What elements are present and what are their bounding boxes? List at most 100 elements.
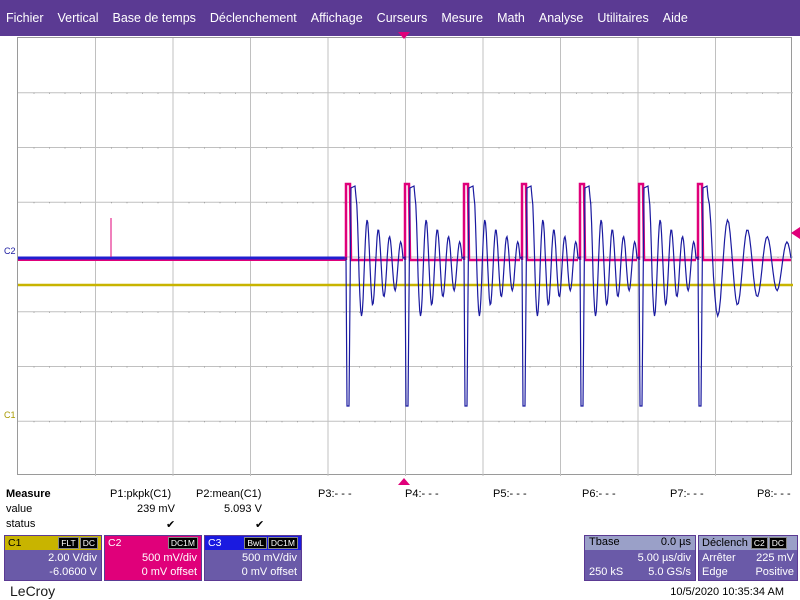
grid-dot bbox=[219, 421, 221, 423]
param-p7-name[interactable]: P7:- - - bbox=[670, 488, 704, 500]
grid-dot bbox=[700, 311, 701, 313]
menu-item-10[interactable]: Aide bbox=[662, 11, 688, 25]
grid-dot bbox=[545, 311, 546, 313]
grid-dot bbox=[188, 421, 190, 423]
grid-dot bbox=[684, 421, 686, 423]
channel-c1-box[interactable]: C1 FLT DC 2.00 V/div -6.0600 V bbox=[4, 535, 102, 581]
grid-dot bbox=[281, 421, 283, 423]
grid-dot bbox=[297, 311, 298, 313]
menu-item-2[interactable]: Base de temps bbox=[112, 11, 196, 25]
menu-item-3[interactable]: Déclenchement bbox=[209, 11, 297, 25]
grid-dot bbox=[452, 147, 453, 149]
grid-dot bbox=[49, 147, 50, 149]
param-p5-name[interactable]: P5:- - - bbox=[493, 488, 527, 500]
timebase-box[interactable]: Tbase 0.0 µs 5.00 µs/div 250 kS 5.0 GS/s bbox=[584, 535, 696, 581]
grid-dot bbox=[343, 421, 345, 423]
trigger-box[interactable]: Déclench C2 DC Arrêter 225 mV Edge Positi… bbox=[698, 535, 798, 581]
grid-dot bbox=[436, 311, 438, 313]
grid-dot bbox=[669, 202, 670, 204]
grid-dot bbox=[219, 311, 221, 313]
menu-item-4[interactable]: Affichage bbox=[310, 11, 363, 25]
grid-dot bbox=[111, 421, 112, 423]
grid-dot bbox=[607, 366, 608, 368]
param-p6-name[interactable]: P6:- - - bbox=[582, 488, 616, 500]
grid-dot bbox=[669, 147, 670, 149]
grid-dot bbox=[33, 366, 35, 368]
grid-dot bbox=[64, 147, 66, 149]
grid-dot bbox=[762, 257, 763, 258]
channel-c2-offset: 0 mV offset bbox=[141, 566, 197, 578]
grid-dot bbox=[762, 92, 763, 94]
grid-dot bbox=[312, 311, 314, 313]
lecroy-logo: LeCroy bbox=[10, 583, 56, 599]
grid-dot bbox=[529, 147, 531, 149]
param-p2-name[interactable]: P2:mean(C1) bbox=[196, 488, 262, 500]
grid-dot bbox=[762, 366, 763, 368]
grid-dot bbox=[421, 366, 422, 368]
grid-dot bbox=[80, 366, 81, 368]
grid-dot bbox=[204, 421, 205, 423]
grid-dot bbox=[731, 421, 732, 423]
grid-dot bbox=[64, 421, 66, 423]
trigger-level-marker[interactable] bbox=[791, 227, 800, 239]
param-p4-name[interactable]: P4:- - - bbox=[405, 488, 439, 500]
grid-dot bbox=[390, 421, 391, 423]
param-p3-name[interactable]: P3:- - - bbox=[318, 488, 352, 500]
c2-ground-marker[interactable]: C2 bbox=[4, 246, 16, 256]
grid-dot bbox=[576, 147, 577, 149]
grid-dot bbox=[64, 311, 66, 313]
channel-c3-offset: 0 mV offset bbox=[241, 566, 297, 578]
channel-c2-scale: 500 mV/div bbox=[141, 552, 197, 564]
channel-c1-badge-dc: DC bbox=[79, 537, 98, 549]
c1-ground-marker[interactable]: C1 bbox=[4, 410, 16, 420]
grid-dot bbox=[700, 421, 701, 423]
param-p1-name[interactable]: P1:pkpk(C1) bbox=[110, 488, 172, 500]
menu-item-8[interactable]: Analyse bbox=[538, 11, 584, 25]
menu-item-7[interactable]: Math bbox=[497, 11, 525, 25]
grid-dot bbox=[746, 147, 748, 149]
grid-dot bbox=[157, 147, 159, 149]
trace-c3 bbox=[345, 185, 792, 407]
menu-item-6[interactable]: Mesure bbox=[441, 11, 484, 25]
channel-c3-box[interactable]: C3 BwL DC1M 500 mV/div 0 mV offset bbox=[204, 535, 302, 581]
grid-dot bbox=[204, 92, 205, 94]
grid-dot bbox=[514, 92, 515, 94]
grid-dot bbox=[498, 311, 500, 313]
grid-dot bbox=[746, 311, 748, 313]
param-p2-status: ✔ bbox=[255, 519, 265, 531]
trigger-mode: Arrêter bbox=[702, 552, 736, 564]
grid-dot bbox=[545, 92, 546, 94]
grid-dot bbox=[452, 366, 453, 368]
timebase-delay: 0.0 µs bbox=[660, 536, 691, 548]
trigger-position-top-marker[interactable] bbox=[398, 32, 410, 40]
param-p8-name[interactable]: P8:- - - bbox=[757, 488, 791, 500]
menu-item-0[interactable]: Fichier bbox=[6, 11, 44, 25]
menu-item-9[interactable]: Utilitaires bbox=[597, 11, 649, 25]
grid-dot bbox=[529, 421, 531, 423]
menu-item-1[interactable]: Vertical bbox=[57, 11, 99, 25]
grid-dot bbox=[591, 202, 593, 204]
grid-dot bbox=[777, 257, 779, 258]
grid-dot bbox=[281, 366, 283, 368]
grid-dot bbox=[64, 366, 66, 368]
grid-dot bbox=[700, 92, 701, 94]
grid-dot bbox=[359, 421, 360, 423]
grid-dot bbox=[281, 92, 283, 94]
grid-dot bbox=[545, 421, 546, 423]
grid-dot bbox=[700, 147, 701, 149]
menu-item-5[interactable]: Curseurs bbox=[376, 11, 428, 25]
grid-dot bbox=[188, 92, 190, 94]
channel-c2-box[interactable]: C2 DC1M 500 mV/div 0 mV offset bbox=[104, 535, 202, 581]
grid-dot bbox=[142, 92, 143, 94]
trigger-position-bottom-marker[interactable] bbox=[398, 477, 410, 485]
grid-dot bbox=[777, 202, 779, 204]
grid-dot bbox=[235, 366, 236, 368]
grid-dot bbox=[359, 311, 360, 313]
grid-dot bbox=[126, 366, 128, 368]
grid-dot bbox=[297, 92, 298, 94]
grid-dot bbox=[607, 147, 608, 149]
grid-dot bbox=[777, 147, 779, 149]
grid-dot bbox=[777, 421, 779, 423]
grid-dot bbox=[576, 366, 577, 368]
waveform-grid[interactable] bbox=[17, 37, 793, 476]
